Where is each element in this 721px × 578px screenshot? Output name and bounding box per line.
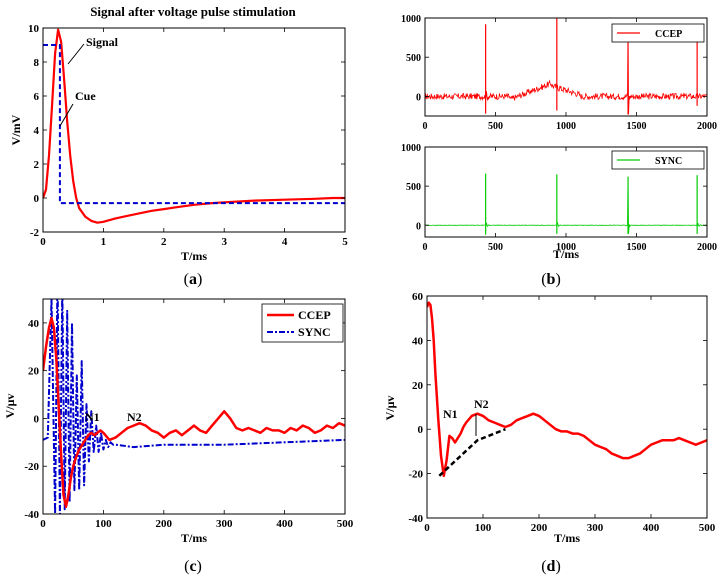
annotation-signal-arrow bbox=[67, 43, 85, 65]
panel-c-xtick-label: 200 bbox=[156, 518, 173, 530]
panel-d-xlabel: T/ms bbox=[554, 531, 580, 545]
caption-d: (d) bbox=[541, 558, 561, 575]
panel-c-series-sync bbox=[43, 299, 345, 514]
legend-c-sync-label: SYNC bbox=[298, 325, 331, 339]
panel-d-xtick-label: 200 bbox=[531, 522, 548, 534]
panel-d-xtick-label: 0 bbox=[424, 522, 430, 534]
panel-b-bottom-xtick-label: 1500 bbox=[627, 242, 647, 253]
panel-a-ytick-label: 4 bbox=[34, 125, 40, 137]
panel-b-top-ytick-label: 0 bbox=[416, 92, 421, 103]
annotation-c-n1: N1 bbox=[85, 410, 100, 424]
panel-b-bottom-xtick-label: 500 bbox=[488, 242, 503, 253]
panel-c-xlabel: T/ms bbox=[181, 531, 207, 545]
panel-a-ytick-label: 2 bbox=[34, 159, 40, 171]
panel-d-xtick-label: 300 bbox=[587, 522, 604, 534]
panel-a-ylabel: V/mV bbox=[9, 114, 23, 145]
panel-c-xtick-label: 100 bbox=[95, 518, 112, 530]
annotation-signal: Signal bbox=[86, 35, 119, 49]
panel-b-bottom-ytick-label: 500 bbox=[406, 182, 421, 193]
panel-c-legend: CCEP SYNC bbox=[261, 303, 344, 343]
panel-b-bottom-xtick-label: 2000 bbox=[697, 242, 717, 253]
panel-a-ytick-label: 10 bbox=[28, 23, 40, 35]
panel-d-xtick-label: 100 bbox=[475, 522, 492, 534]
panel-d-ytick-label: 40 bbox=[412, 335, 424, 347]
panel-d-ytick-label: 60 bbox=[412, 291, 424, 303]
panel-d-ytick-label: 0 bbox=[418, 424, 424, 436]
panel-d-ytick-label: -40 bbox=[408, 513, 423, 525]
panel-a-ytick-label: 0 bbox=[34, 193, 40, 205]
panel-b-top-ytick-label: 500 bbox=[406, 53, 421, 64]
panel-a-xlabel: T/ms bbox=[181, 249, 207, 263]
panel-c-xtick-label: 300 bbox=[216, 518, 233, 530]
panel-b-bottom-xtick-label: 0 bbox=[423, 242, 428, 253]
panel-a-xtick-label: 3 bbox=[221, 236, 227, 248]
panel-b-top-ytick-label: 1000 bbox=[401, 14, 421, 25]
panel-c-ytick-label: -20 bbox=[24, 461, 39, 473]
panel-c-ylabel: V/μv bbox=[3, 394, 17, 419]
panel-b-bottom-legend: SYNC bbox=[611, 150, 705, 170]
panel-b-bottom-ytick-label: 1000 bbox=[401, 143, 421, 154]
panel-b-top-xtick-label: 0 bbox=[423, 121, 428, 132]
panel-b-top-xtick-label: 500 bbox=[488, 121, 503, 132]
panel-a-xtick-label: 4 bbox=[282, 236, 288, 248]
annotation-cue: Cue bbox=[75, 89, 96, 103]
annotation-d-n2: N2 bbox=[474, 397, 489, 411]
panel-a-series-cue bbox=[43, 44, 345, 205]
panel-c-ytick-label: 40 bbox=[28, 318, 40, 330]
panel-c-xtick-label: 500 bbox=[337, 518, 354, 530]
legend-c-ccep-label: CCEP bbox=[298, 308, 331, 322]
panel-d-xtick-label: 400 bbox=[643, 522, 660, 534]
panel-d-series-fit bbox=[438, 428, 506, 477]
panel-b-top-series-ccep bbox=[425, 28, 707, 115]
panel-b-xlabel: T/ms bbox=[553, 247, 579, 261]
panel-b-bottom-ytick-label: 0 bbox=[416, 221, 421, 232]
panel-a-xtick-label: 0 bbox=[40, 236, 46, 248]
panel-c-frame bbox=[42, 298, 346, 515]
panel-a-xtick-label: 1 bbox=[101, 236, 107, 248]
panel-c-xtick-label: 0 bbox=[40, 518, 46, 530]
legend-ccep-label: CCEP bbox=[655, 29, 682, 40]
panel-d-frame bbox=[426, 295, 708, 519]
annotation-c-n2: N2 bbox=[127, 410, 142, 424]
panel-c-xtick-label: 400 bbox=[276, 518, 293, 530]
panel-a-ytick-label: 6 bbox=[34, 91, 40, 103]
panel-b-bottom-series-sync bbox=[425, 176, 707, 234]
caption-b: (b) bbox=[541, 271, 561, 288]
panel-a-ytick-label: 8 bbox=[34, 57, 40, 69]
panel-a-xtick-label: 2 bbox=[161, 236, 167, 248]
legend-sync-label: SYNC bbox=[655, 156, 682, 167]
panel-b-top-legend: CCEP bbox=[611, 23, 705, 43]
panel-c-ytick-label: 20 bbox=[28, 366, 40, 378]
panel-b-top-xtick-label: 2000 bbox=[697, 121, 717, 132]
panel-b-top-xtick-label: 1500 bbox=[627, 121, 647, 132]
panel-d-ytick-label: 20 bbox=[412, 380, 424, 392]
panel-b-top-xtick-label: 1000 bbox=[556, 121, 576, 132]
panel-a-title: Signal after voltage pulse stimulation bbox=[90, 4, 296, 19]
panel-c-ytick-label: -40 bbox=[24, 509, 39, 521]
caption-c: (c) bbox=[184, 558, 202, 575]
annotation-cue-arrow bbox=[59, 103, 74, 127]
panel-a: Signal after voltage pulse stimulation 0… bbox=[9, 4, 348, 288]
panel-c-ytick-label: 0 bbox=[34, 413, 40, 425]
panel-a-xtick-label: 5 bbox=[342, 236, 348, 248]
panel-a-series-signal bbox=[43, 28, 345, 224]
panel-c-series-ccep bbox=[43, 316, 345, 509]
panel-b: 0 500 1000 1500 2000 0 500 1000 CCEP 0 500 1000 15… bbox=[401, 14, 717, 288]
caption-a: (a) bbox=[184, 271, 203, 288]
panel-d-xtick-label: 500 bbox=[699, 522, 716, 534]
panel-d-ylabel: V/μv bbox=[383, 396, 397, 421]
panel-c: 0 100 200 300 400 500 -40 -20 0 20 40 CCEP SYNC V/… bbox=[3, 298, 354, 575]
annotation-d-n1: N1 bbox=[443, 407, 458, 421]
panel-b-bottom-xtick-label: 1000 bbox=[556, 242, 576, 253]
panel-d-series-ccep bbox=[427, 301, 707, 478]
panel-a-frame bbox=[42, 27, 346, 233]
panel-d-ytick-label: -20 bbox=[408, 469, 423, 481]
panel-a-ytick-label: -2 bbox=[30, 227, 40, 239]
